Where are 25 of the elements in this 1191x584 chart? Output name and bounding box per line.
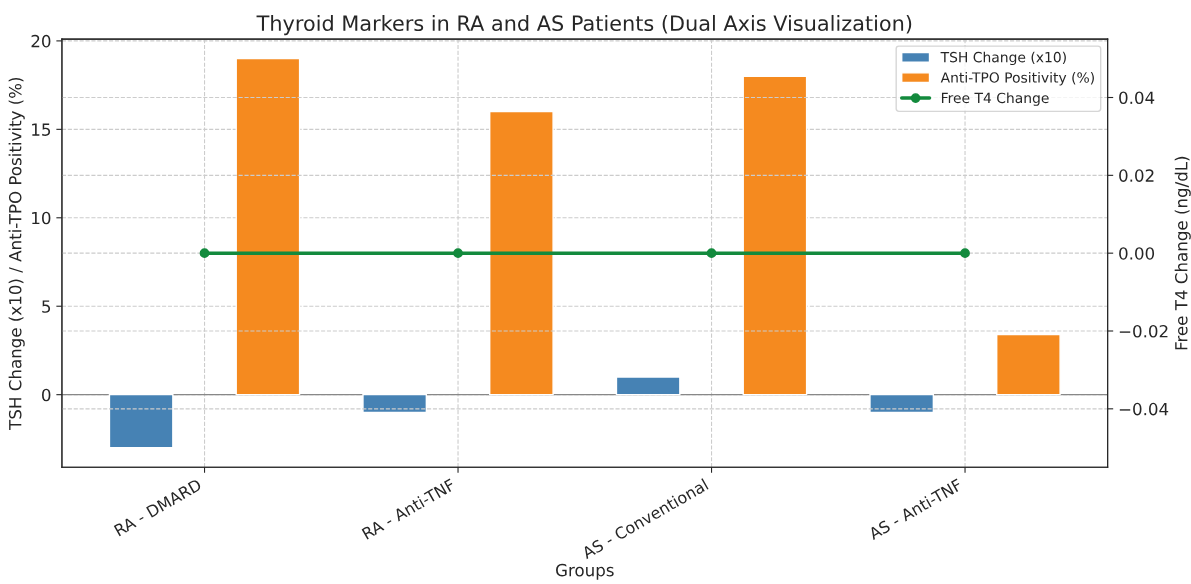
y-tick-label: 10 [32, 211, 51, 225]
legend-label: Free T4 Change [941, 92, 1049, 106]
y-tick-label: 15 [32, 123, 51, 136]
bar [489, 110, 554, 396]
y2-tick-label: −0.04 [1119, 402, 1169, 416]
y-tick-label: 20 [31, 34, 51, 48]
y2-tick-label: 0.00 [1119, 247, 1155, 260]
bar [362, 393, 428, 414]
y2-tick-label: −0.02 [1119, 324, 1168, 338]
bar [108, 393, 174, 449]
y2-axis-title: Free T4 Change (ng/dL) [1174, 156, 1191, 350]
legend-label: TSH Change (x10) [940, 51, 1066, 66]
x-axis-title: Groups [556, 563, 614, 580]
legend-label: Anti-TPO Positivity (%) [940, 72, 1094, 86]
bar [615, 376, 681, 396]
y-axis-title: TSH Change (x10) / Anti-TPO Positivity (%) [8, 77, 25, 430]
y2-tick-label: 0.04 [1119, 91, 1155, 105]
y2-tick-label: 0.02 [1119, 169, 1154, 182]
y-tick-label: 5 [42, 300, 51, 313]
bar [235, 57, 301, 396]
y-tick-label: 0 [42, 388, 51, 402]
chart-title: Thyroid Markers in RA and AS Patients (Dual Axis Visualization) [256, 14, 912, 36]
bar [869, 393, 935, 414]
bar [996, 333, 1061, 396]
bar [742, 75, 808, 396]
